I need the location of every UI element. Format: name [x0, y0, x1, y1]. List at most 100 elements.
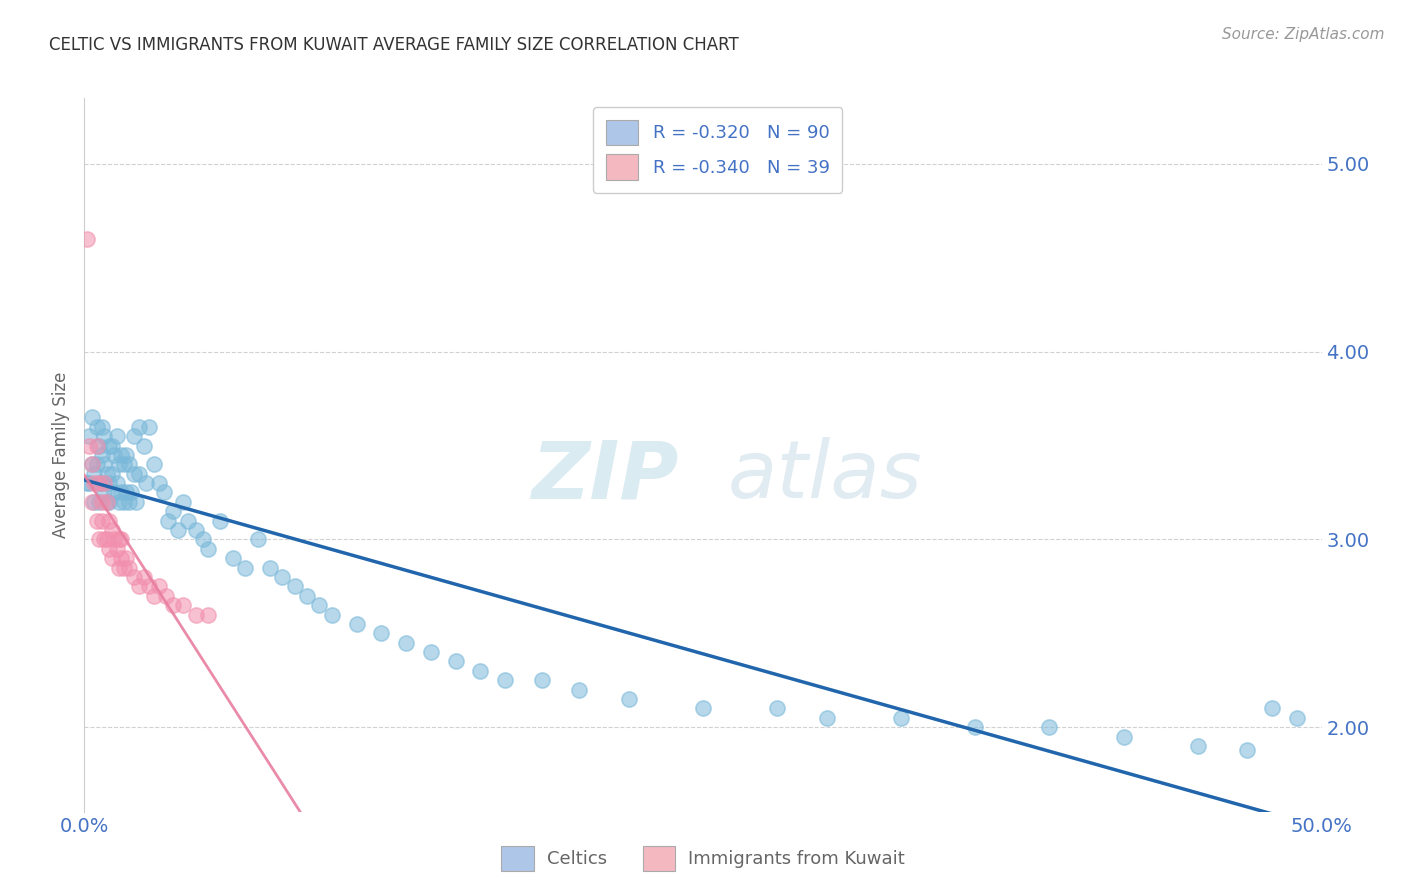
- Point: [90, 419, 112, 434]
- Point: [346, 616, 368, 631]
- Point: [295, 589, 318, 603]
- Point: [308, 598, 330, 612]
- Point: [118, 458, 141, 472]
- Text: CELTIC VS IMMIGRANTS FROM KUWAIT AVERAGE FAMILY SIZE CORRELATION CHART: CELTIC VS IMMIGRANTS FROM KUWAIT AVERAGE…: [49, 36, 740, 54]
- Point: [98, 495, 121, 509]
- Point: [209, 514, 232, 528]
- Point: [79, 438, 101, 452]
- Point: [83, 467, 105, 481]
- Point: [172, 495, 194, 509]
- Point: [83, 495, 105, 509]
- Point: [191, 533, 214, 547]
- Point: [110, 533, 132, 547]
- Point: [103, 533, 125, 547]
- Point: [108, 495, 131, 509]
- Point: [103, 448, 125, 462]
- Point: [96, 495, 118, 509]
- Point: [155, 589, 177, 603]
- Point: [80, 495, 103, 509]
- Point: [233, 560, 256, 574]
- Point: [118, 495, 141, 509]
- Y-axis label: Average Family Size: Average Family Size: [52, 372, 70, 538]
- Point: [98, 438, 121, 452]
- Legend: R = -0.320   N = 90, R = -0.340   N = 39: R = -0.320 N = 90, R = -0.340 N = 39: [593, 107, 842, 193]
- Point: [138, 579, 160, 593]
- Point: [110, 448, 132, 462]
- Point: [1112, 730, 1135, 744]
- Point: [766, 701, 789, 715]
- Point: [135, 476, 157, 491]
- Point: [1236, 743, 1258, 757]
- Point: [118, 560, 141, 574]
- Point: [98, 541, 121, 556]
- Point: [395, 636, 418, 650]
- Text: ZIP: ZIP: [531, 437, 678, 516]
- Point: [494, 673, 516, 688]
- Point: [80, 410, 103, 425]
- Point: [284, 579, 307, 593]
- Point: [271, 570, 294, 584]
- Point: [152, 485, 174, 500]
- Point: [108, 560, 131, 574]
- Point: [122, 570, 145, 584]
- Point: [112, 560, 135, 574]
- Point: [1285, 711, 1308, 725]
- Point: [96, 533, 118, 547]
- Point: [115, 551, 138, 566]
- Point: [93, 476, 115, 491]
- Point: [100, 551, 122, 566]
- Point: [122, 467, 145, 481]
- Point: [890, 711, 912, 725]
- Point: [444, 655, 467, 669]
- Point: [105, 429, 128, 443]
- Point: [110, 551, 132, 566]
- Point: [1187, 739, 1209, 753]
- Point: [125, 495, 148, 509]
- Point: [177, 514, 200, 528]
- Point: [531, 673, 554, 688]
- Point: [172, 598, 194, 612]
- Point: [128, 419, 150, 434]
- Point: [122, 429, 145, 443]
- Point: [79, 429, 101, 443]
- Point: [100, 467, 122, 481]
- Point: [259, 560, 281, 574]
- Point: [162, 504, 184, 518]
- Point: [617, 692, 640, 706]
- Point: [76, 232, 98, 246]
- Point: [112, 458, 135, 472]
- Point: [100, 523, 122, 537]
- Point: [90, 495, 112, 509]
- Point: [89, 476, 111, 491]
- Point: [89, 438, 111, 452]
- Point: [142, 458, 165, 472]
- Point: [692, 701, 714, 715]
- Point: [83, 476, 105, 491]
- Text: atlas: atlas: [728, 437, 922, 516]
- Point: [184, 607, 207, 622]
- Point: [246, 533, 269, 547]
- Point: [96, 467, 118, 481]
- Point: [89, 476, 111, 491]
- Point: [98, 514, 121, 528]
- Point: [162, 598, 184, 612]
- Point: [79, 476, 101, 491]
- Point: [96, 495, 118, 509]
- Point: [93, 458, 115, 472]
- Point: [76, 476, 98, 491]
- Point: [105, 476, 128, 491]
- Point: [93, 429, 115, 443]
- Point: [197, 541, 219, 556]
- Point: [184, 523, 207, 537]
- Point: [470, 664, 492, 678]
- Point: [90, 476, 112, 491]
- Point: [138, 419, 160, 434]
- Point: [86, 514, 108, 528]
- Point: [157, 514, 180, 528]
- Point: [93, 533, 115, 547]
- Point: [419, 645, 441, 659]
- Point: [105, 541, 128, 556]
- Point: [89, 533, 111, 547]
- Point: [1038, 720, 1060, 734]
- Point: [370, 626, 392, 640]
